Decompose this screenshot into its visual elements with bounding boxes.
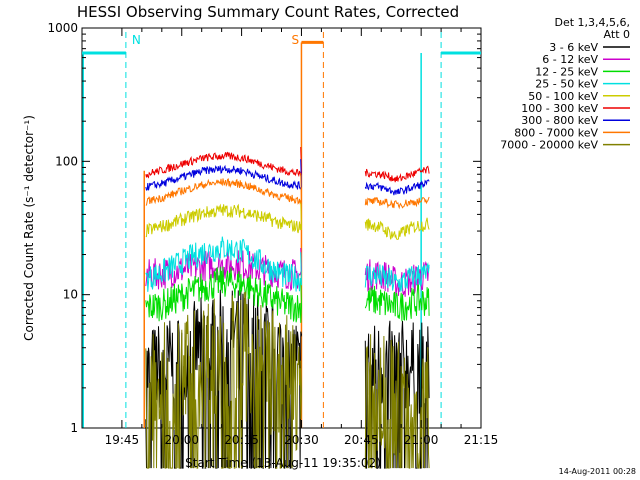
series-line (145, 266, 303, 323)
series-layer (145, 146, 430, 469)
series-line (145, 247, 303, 292)
series-line (145, 236, 302, 292)
legend-label: 3 - 6 keV (549, 41, 598, 54)
legend-header-detectors: Det 1,3,4,5,6, (554, 16, 630, 29)
series-line (145, 291, 303, 469)
series-line (364, 217, 430, 240)
x-axis-label: Start Time (13-Aug-11 19:35:02) (185, 456, 381, 470)
legend-label: 12 - 25 keV (535, 65, 598, 78)
x-tick-label: 20:45 (344, 433, 379, 447)
flag-label: S (291, 33, 299, 47)
series-line (364, 334, 430, 469)
series-line (364, 165, 430, 183)
flag-label: N (132, 33, 141, 47)
legend-label: 800 - 7000 keV (514, 126, 598, 139)
x-tick-label: 20:30 (284, 433, 319, 447)
timestamp: 14-Aug-2011 00:28 (559, 467, 636, 476)
legend-label: 25 - 50 keV (535, 78, 598, 91)
legend-label: 50 - 100 keV (528, 90, 598, 103)
legend-label: 7000 - 20000 keV (500, 139, 598, 152)
series-line (145, 146, 303, 179)
x-tick-label: 19:45 (105, 433, 140, 447)
series-line (145, 159, 303, 191)
series-line (364, 284, 430, 322)
legend-label: 6 - 12 keV (542, 53, 598, 66)
x-tick-label: 20:15 (224, 433, 259, 447)
y-tick-label: 1000 (47, 21, 78, 35)
legend-label: 100 - 300 keV (521, 102, 598, 115)
y-axis-label: Corrected Count Rate (s⁻¹ detector⁻¹) (22, 115, 36, 341)
series-line (364, 179, 430, 196)
y-tick-label: 100 (55, 154, 78, 168)
chart-title: HESSI Observing Summary Count Rates, Cor… (77, 3, 459, 21)
y-tick-label: 10 (63, 288, 78, 302)
series-line (364, 262, 430, 292)
series-line (364, 320, 430, 469)
series-line (145, 200, 302, 238)
x-tick-label: 21:00 (404, 433, 439, 447)
x-tick-label: 20:00 (164, 433, 199, 447)
y-tick-label: 1 (70, 421, 78, 435)
series-line (364, 196, 430, 210)
series-line (145, 173, 303, 206)
legend-header-attenuator: Att 0 (604, 28, 630, 41)
ticks-layer: 19:45 20:00 20:15 20:30 20:45 21:00 21:15 1 10 10… (47, 21, 498, 447)
legend-label: 300 - 800 keV (521, 114, 598, 127)
x-tick-label: 21:15 (464, 433, 499, 447)
